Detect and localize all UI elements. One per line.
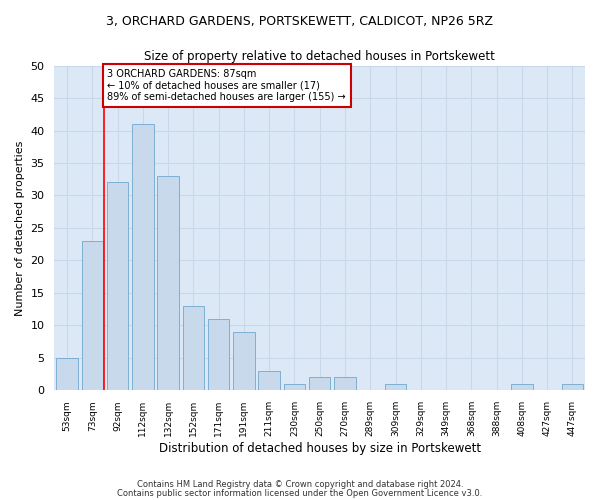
Bar <box>233 332 254 390</box>
Bar <box>385 384 406 390</box>
Bar <box>208 319 229 390</box>
Bar <box>562 384 583 390</box>
Text: 3 ORCHARD GARDENS: 87sqm
← 10% of detached houses are smaller (17)
89% of semi-d: 3 ORCHARD GARDENS: 87sqm ← 10% of detach… <box>107 69 346 102</box>
Bar <box>132 124 154 390</box>
Bar <box>259 371 280 390</box>
Bar <box>334 378 356 390</box>
Text: Contains HM Land Registry data © Crown copyright and database right 2024.: Contains HM Land Registry data © Crown c… <box>137 480 463 489</box>
Bar <box>82 241 103 390</box>
Title: Size of property relative to detached houses in Portskewett: Size of property relative to detached ho… <box>144 50 495 63</box>
Bar <box>56 358 78 390</box>
Bar <box>309 378 331 390</box>
Bar <box>284 384 305 390</box>
Bar <box>107 182 128 390</box>
Y-axis label: Number of detached properties: Number of detached properties <box>15 140 25 316</box>
Bar <box>511 384 533 390</box>
Text: Contains public sector information licensed under the Open Government Licence v3: Contains public sector information licen… <box>118 488 482 498</box>
Text: 3, ORCHARD GARDENS, PORTSKEWETT, CALDICOT, NP26 5RZ: 3, ORCHARD GARDENS, PORTSKEWETT, CALDICO… <box>107 15 493 28</box>
Bar <box>182 306 204 390</box>
X-axis label: Distribution of detached houses by size in Portskewett: Distribution of detached houses by size … <box>158 442 481 455</box>
Bar <box>157 176 179 390</box>
